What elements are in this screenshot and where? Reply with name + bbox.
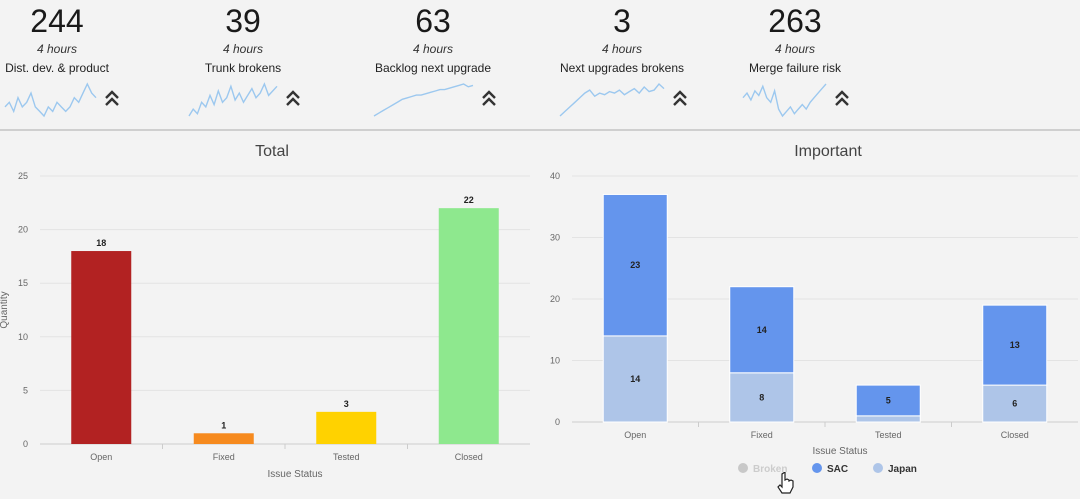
y-tick-label: 0 — [555, 417, 560, 427]
chart-title: Important — [794, 143, 862, 160]
kpi-tile[interactable]: 63 4 hours Backlog next upgrade — [338, 0, 528, 128]
x-tick-label: Closed — [455, 452, 483, 462]
kpi-sparkline — [742, 83, 827, 118]
x-axis-title: Issue Status — [812, 446, 867, 457]
double-chevron-up-icon — [673, 90, 687, 106]
sparkline-path — [4, 82, 97, 118]
data-label: 14 — [630, 374, 640, 384]
kpi-period: 4 hours — [601, 42, 643, 56]
kpi-period: 4 hours — [774, 42, 816, 56]
y-tick-label: 20 — [18, 225, 28, 235]
bar[interactable] — [71, 251, 132, 444]
x-tick-label: Fixed — [751, 430, 773, 440]
double-chevron-up-icon — [835, 90, 849, 106]
x-tick-label: Open — [624, 430, 646, 440]
y-tick-label: 0 — [23, 439, 28, 449]
x-axis-title: Issue Status — [267, 469, 322, 480]
kpi-label: Backlog next upgrade — [374, 61, 492, 75]
kpi-value: 263 — [768, 3, 822, 39]
kpi-sparkline — [373, 83, 474, 117]
x-tick-label: Tested — [333, 452, 360, 462]
bar-segment[interactable] — [602, 335, 668, 423]
x-tick-label: Fixed — [213, 452, 235, 462]
data-label: 13 — [1010, 340, 1020, 350]
legend-marker — [738, 463, 748, 473]
bar-segment[interactable] — [855, 384, 921, 417]
bar-segment[interactable] — [982, 304, 1048, 386]
kpi-sparkline — [4, 82, 97, 118]
data-label: 1 — [221, 420, 226, 430]
data-label: 22 — [464, 195, 474, 205]
legend-label: Broken — [753, 464, 787, 475]
pointer-cursor-icon — [777, 472, 794, 494]
section-divider — [0, 129, 1080, 131]
total-chart: Total 0 5 10 15 20 25 Quantity 18 Open 1 Fixed 3 Test… — [0, 134, 535, 494]
kpi-label: Trunk brokens — [204, 61, 282, 75]
sparkline-path — [188, 82, 278, 117]
x-tick-label: Tested — [875, 430, 902, 440]
y-tick-label: 40 — [550, 171, 560, 181]
bar-segment[interactable] — [602, 193, 668, 337]
kpi-value: 3 — [613, 3, 631, 39]
bar[interactable] — [193, 433, 254, 444]
y-tick-label: 10 — [18, 332, 28, 342]
y-tick-label: 15 — [18, 278, 28, 288]
sparkline-path — [742, 83, 827, 118]
data-label: 6 — [1012, 399, 1017, 409]
bar-segment[interactable] — [729, 372, 795, 423]
data-label: 18 — [96, 238, 106, 248]
y-tick-label: 5 — [23, 385, 28, 395]
kpi-sparkline — [188, 82, 278, 117]
kpi-value: 244 — [30, 3, 84, 39]
data-label: 23 — [630, 260, 640, 270]
kpi-label: Merge failure risk — [748, 61, 842, 75]
kpi-label: Next upgrades brokens — [559, 61, 685, 75]
kpi-period: 4 hours — [36, 42, 78, 56]
chart-title: Total — [255, 143, 289, 160]
double-chevron-up-icon — [482, 90, 496, 106]
kpi-label: Dist. dev. & product — [5, 61, 109, 75]
legend-marker — [873, 463, 883, 473]
sparkline-path — [373, 83, 474, 117]
kpi-period: 4 hours — [222, 42, 264, 56]
kpi-value: 39 — [225, 3, 261, 39]
x-tick-label: Open — [90, 452, 112, 462]
kpi-tile[interactable]: 244 4 hours Dist. dev. & product — [0, 0, 152, 128]
bar-segment[interactable] — [855, 415, 921, 423]
legend-label: SAC — [827, 464, 848, 475]
kpi-tile[interactable]: 3 4 hours Next upgrades brokens — [527, 0, 717, 128]
kpi-period: 4 hours — [412, 42, 454, 56]
double-chevron-up-icon — [286, 90, 300, 106]
important-chart: Important 0 10 20 30 40 14 23 Open 8 14 Fixed 5 Teste… — [540, 134, 1080, 494]
data-label: 8 — [759, 392, 764, 402]
y-axis-title: Quantity — [0, 291, 10, 328]
kpi-tile[interactable]: 263 4 hours Merge failure risk — [700, 0, 890, 128]
y-tick-label: 20 — [550, 294, 560, 304]
bar-segment[interactable] — [982, 384, 1048, 423]
total-chart-svg: Total 0 5 10 15 20 25 Quantity 18 Open 1 Fixed 3 Test… — [0, 143, 530, 480]
legend-item[interactable]: Japan — [873, 463, 917, 475]
bar[interactable] — [438, 208, 499, 444]
y-tick-label: 10 — [550, 356, 560, 366]
legend-marker — [812, 463, 822, 473]
kpi-sparkline — [559, 82, 665, 117]
kpi-strip: 244 4 hours Dist. dev. & product 39 4 hours T… — [0, 0, 1080, 130]
legend-item[interactable]: Broken — [738, 463, 787, 475]
double-chevron-up-icon — [105, 90, 119, 106]
kpi-tile[interactable]: 39 4 hours Trunk brokens — [148, 0, 338, 128]
y-tick-label: 30 — [550, 233, 560, 243]
legend-item[interactable]: SAC — [812, 463, 848, 475]
important-chart-svg: Important 0 10 20 30 40 14 23 Open 8 14 Fixed 5 Teste… — [550, 143, 1078, 475]
kpi-value: 63 — [415, 3, 451, 39]
y-tick-label: 25 — [18, 171, 28, 181]
bar-segment[interactable] — [729, 286, 795, 374]
bar[interactable] — [316, 411, 377, 444]
data-label: 5 — [886, 395, 891, 405]
legend-label: Japan — [888, 464, 917, 475]
sparkline-path — [559, 82, 665, 117]
data-label: 14 — [757, 325, 767, 335]
data-label: 3 — [344, 399, 349, 409]
x-tick-label: Closed — [1001, 430, 1029, 440]
